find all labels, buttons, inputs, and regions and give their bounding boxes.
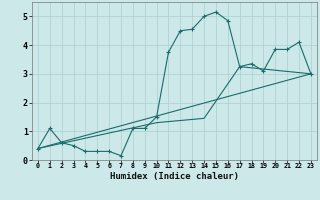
X-axis label: Humidex (Indice chaleur): Humidex (Indice chaleur) [110,172,239,181]
